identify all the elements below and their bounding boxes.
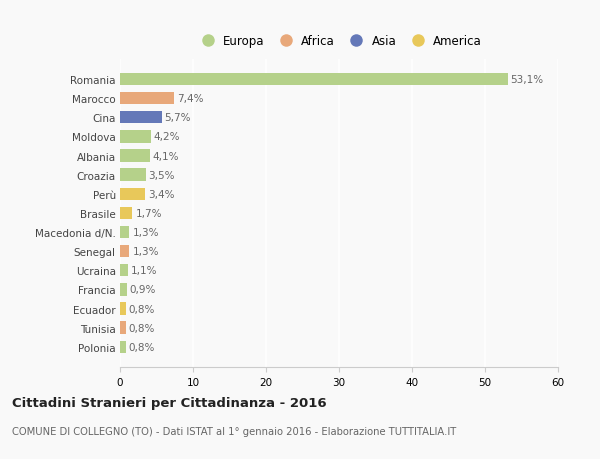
Text: COMUNE DI COLLEGNO (TO) - Dati ISTAT al 1° gennaio 2016 - Elaborazione TUTTITALI: COMUNE DI COLLEGNO (TO) - Dati ISTAT al … bbox=[12, 426, 456, 436]
Text: 7,4%: 7,4% bbox=[177, 94, 203, 104]
Bar bbox=[120, 302, 126, 315]
Text: 3,4%: 3,4% bbox=[148, 190, 174, 199]
Bar bbox=[120, 150, 150, 162]
Text: Cittadini Stranieri per Cittadinanza - 2016: Cittadini Stranieri per Cittadinanza - 2… bbox=[12, 396, 326, 409]
Bar bbox=[120, 131, 151, 143]
Text: 3,5%: 3,5% bbox=[148, 170, 175, 180]
Bar bbox=[120, 169, 146, 181]
Text: 4,1%: 4,1% bbox=[153, 151, 179, 161]
Bar bbox=[120, 73, 508, 86]
Text: 0,9%: 0,9% bbox=[130, 285, 156, 295]
Bar bbox=[120, 322, 126, 334]
Bar bbox=[120, 264, 128, 277]
Bar bbox=[120, 112, 161, 124]
Text: 0,8%: 0,8% bbox=[129, 304, 155, 314]
Text: 0,8%: 0,8% bbox=[129, 323, 155, 333]
Bar bbox=[120, 284, 127, 296]
Text: 1,1%: 1,1% bbox=[131, 266, 157, 276]
Bar bbox=[120, 207, 133, 220]
Text: 0,8%: 0,8% bbox=[129, 342, 155, 352]
Text: 53,1%: 53,1% bbox=[511, 75, 544, 85]
Text: 4,2%: 4,2% bbox=[154, 132, 180, 142]
Bar bbox=[120, 93, 174, 105]
Legend: Europa, Africa, Asia, America: Europa, Africa, Asia, America bbox=[196, 35, 482, 48]
Bar bbox=[120, 188, 145, 201]
Text: 1,3%: 1,3% bbox=[133, 246, 159, 257]
Bar bbox=[120, 226, 130, 239]
Bar bbox=[120, 246, 130, 258]
Text: 5,7%: 5,7% bbox=[164, 113, 191, 123]
Bar bbox=[120, 341, 126, 353]
Text: 1,3%: 1,3% bbox=[133, 228, 159, 237]
Text: 1,7%: 1,7% bbox=[136, 208, 162, 218]
